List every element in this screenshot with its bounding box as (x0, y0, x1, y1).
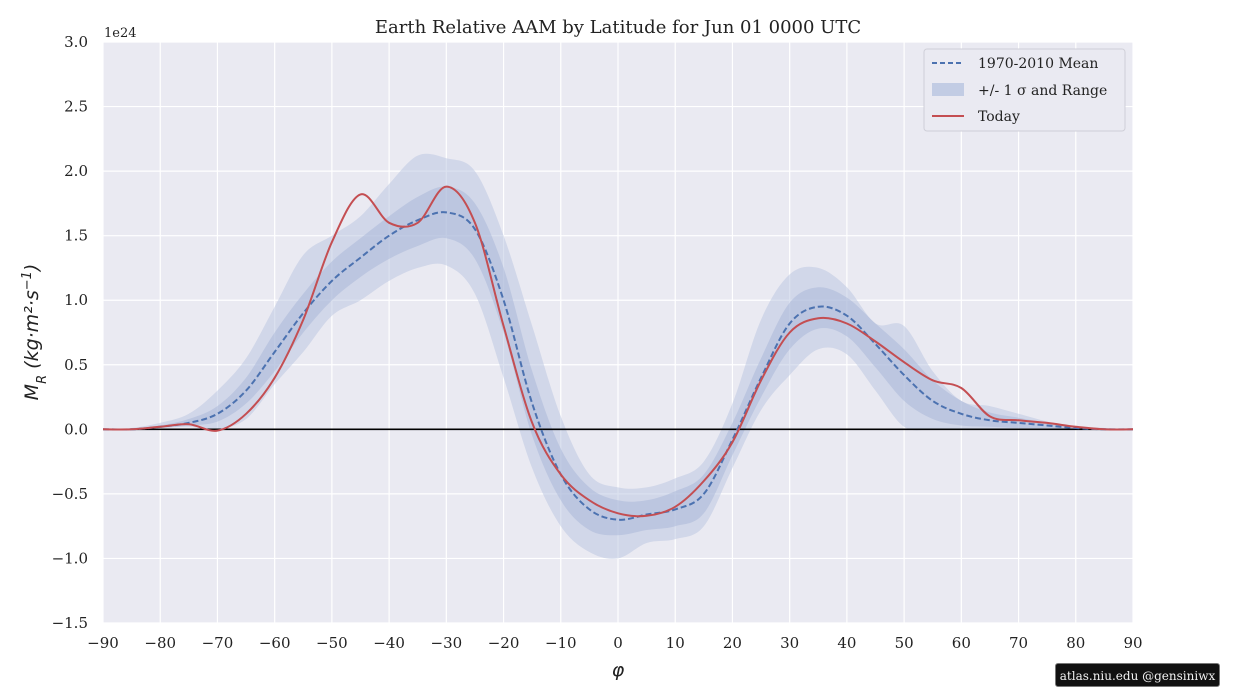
x-tick-label: 90 (1123, 634, 1142, 652)
x-tick-label: −70 (202, 634, 234, 652)
x-tick-label: 0 (613, 634, 623, 652)
y-tick-labels: −1.5 −1.0 −0.5 0.0 0.5 1.0 1.5 2.0 2.5 3.0 (52, 33, 88, 632)
y-tick-label: −1.0 (52, 549, 88, 567)
credit-badge: atlas.niu.edu @gensiniwx (1055, 663, 1220, 687)
x-tick-labels: −90 −80 −70 −60 −50 −40 −30 −20 −10 0 10 20 30 40 50 60… (87, 634, 1142, 652)
legend-today-label: Today (978, 109, 1020, 125)
x-axis-label: φ (612, 659, 625, 681)
x-tick-label: 30 (780, 634, 799, 652)
x-tick-label: 80 (1066, 634, 1085, 652)
x-tick-label: −40 (373, 634, 405, 652)
spread-bands (103, 153, 1133, 559)
x-tick-label: −30 (431, 634, 463, 652)
x-tick-label: −20 (488, 634, 520, 652)
mean-line (102, 211, 1134, 521)
series-lines (102, 185, 1134, 521)
x-tick-label: −10 (545, 634, 577, 652)
y-tick-label: 0.0 (64, 420, 88, 438)
x-tick-label: −80 (144, 634, 176, 652)
y-tick-label: 2.5 (64, 98, 88, 116)
legend-frame (923, 48, 1126, 132)
x-tick-label: −90 (87, 634, 119, 652)
y-axis-label: MR (kg·m²·s−1) (20, 264, 50, 401)
x-tick-label: −60 (259, 634, 291, 652)
x-tick-label: 50 (895, 634, 914, 652)
y-tick-label: 3.0 (64, 33, 88, 51)
legend-band-label: +/- 1 σ and Range (978, 83, 1107, 99)
chart-title: Earth Relative AAM by Latitude for Jun 0… (375, 17, 861, 38)
x-tick-label: 70 (1009, 634, 1028, 652)
x-tick-label: −50 (316, 634, 348, 652)
x-tick-label: 40 (837, 634, 856, 652)
legend-mean-label: 1970-2010 Mean (978, 56, 1098, 72)
y-tick-label: −0.5 (52, 485, 88, 503)
y-tick-label: −1.5 (52, 614, 88, 632)
legend: 1970-2010 Mean +/- 1 σ and Range Today (923, 48, 1126, 132)
x-tick-label: 10 (666, 634, 685, 652)
y-tick-label: 0.5 (64, 356, 88, 374)
std-band (103, 186, 1133, 536)
x-tick-label: 60 (952, 634, 971, 652)
y-tick-label: 1.5 (64, 227, 88, 245)
y-scale-label: 1e24 (104, 26, 137, 41)
y-tick-label: 1.0 (64, 291, 88, 309)
legend-band-swatch (932, 83, 964, 96)
y-tick-label: 2.0 (64, 162, 88, 180)
today-line (102, 185, 1134, 518)
x-tick-label: 20 (723, 634, 742, 652)
